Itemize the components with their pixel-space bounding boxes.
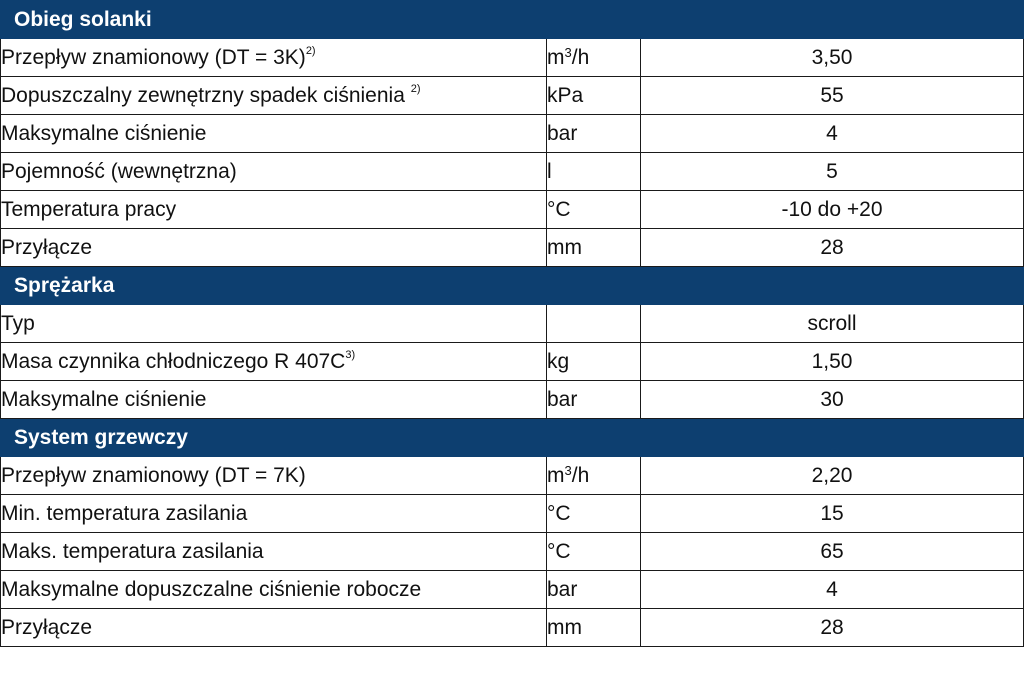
footnote-marker: 2) [305,45,316,57]
section-title: System grzewczy [0,418,1024,457]
unit-cell: m3/h [546,38,641,77]
table-row: Pojemność (wewnętrzna) l 5 [0,152,1024,191]
table-row: Masa czynnika chłodniczego R 407C3) kg 1,5… [0,342,1024,381]
parameter-name-cell: Maks. temperatura zasilania [0,532,547,571]
parameter-name: Maksymalne ciśnienie [1,388,207,411]
parameter-name: Przepływ znamionowy (DT = 7K) [1,464,306,487]
unit-label: l [547,160,552,183]
footnote-marker: 3) [345,349,356,361]
table-row: Maks. temperatura zasilania °C 65 [0,532,1024,571]
table-row: Maksymalne ciśnienie bar 4 [0,114,1024,153]
section-header: System grzewczy [0,418,1024,457]
unit-cell: °C [546,532,641,571]
table-row: Dopuszczalny zewnętrzny spadek ciśnienia… [0,76,1024,115]
parameter-name-cell: Typ [0,304,547,343]
parameter-name-cell: Przyłącze [0,228,547,267]
value-cell: 4 [639,570,1024,609]
unit-label: mm [547,236,582,259]
unit-label: m [547,464,565,487]
section-title: Sprężarka [0,266,1024,305]
parameter-name: Typ [1,312,35,335]
parameter-name: Maks. temperatura zasilania [1,540,264,563]
section-header: Sprężarka [0,266,1024,305]
parameter-name: Maksymalne dopuszczalne ciśnienie robocz… [1,578,422,601]
parameter-name: Dopuszczalny zewnętrzny spadek ciśnienia [1,84,411,107]
parameter-name: Masa czynnika chłodniczego R 407C [1,350,346,373]
parameter-name-cell: Przyłącze [0,608,547,647]
table-row: Maksymalne dopuszczalne ciśnienie robocz… [0,570,1024,609]
unit-exponent: 3 [564,45,572,60]
unit-cell: bar [546,114,641,153]
value-cell: 4 [639,114,1024,153]
parameter-name-cell: Pojemność (wewnętrzna) [0,152,547,191]
unit-cell: mm [546,228,641,267]
value-cell: scroll [639,304,1024,343]
unit-cell: bar [546,570,641,609]
parameter-name-cell: Przepływ znamionowy (DT = 7K) [0,456,547,495]
value-cell: 15 [639,494,1024,533]
unit-label: °C [547,502,571,525]
unit-cell: mm [546,608,641,647]
parameter-name: Temperatura pracy [1,198,177,221]
footnote-marker: 2) [410,83,421,95]
unit-label: kg [547,350,570,373]
parameter-name-cell: Min. temperatura zasilania [0,494,547,533]
section-title: Obieg solanki [0,0,1024,39]
unit-cell: m3/h [546,456,641,495]
parameter-name-cell: Maksymalne dopuszczalne ciśnienie robocz… [0,570,547,609]
value-cell: 65 [639,532,1024,571]
unit-label: bar [547,122,578,145]
parameter-name: Min. temperatura zasilania [1,502,248,525]
section-header: Obieg solanki [0,0,1024,39]
unit-cell: kPa [546,76,641,115]
parameter-name-cell: Masa czynnika chłodniczego R 407C3) [0,342,547,381]
unit-label: mm [547,616,582,639]
unit-label: m [547,46,565,69]
unit-suffix: /h [571,46,590,69]
parameter-name: Przyłącze [1,616,93,639]
parameter-name-cell: Temperatura pracy [0,190,547,229]
value-cell: 1,50 [639,342,1024,381]
value-cell: -10 do +20 [639,190,1024,229]
unit-cell [546,304,641,343]
unit-cell: l [546,152,641,191]
value-cell: 30 [639,380,1024,419]
unit-label: °C [547,198,571,221]
spec-table: Obieg solanki Przepływ znamionowy (DT = 3… [0,0,1024,647]
value-cell: 28 [639,608,1024,647]
table-row: Min. temperatura zasilania °C 15 [0,494,1024,533]
table-row: Typ scroll [0,304,1024,343]
parameter-name: Przepływ znamionowy (DT = 3K) [1,46,306,69]
unit-label: bar [547,388,578,411]
unit-label: kPa [547,84,584,107]
table-row: Przepływ znamionowy (DT = 7K) m3/h 2,20 [0,456,1024,495]
table-row: Przyłącze mm 28 [0,608,1024,647]
table-row: Przepływ znamionowy (DT = 3K)2) m3/h 3,50 [0,38,1024,77]
value-cell: 55 [639,76,1024,115]
value-cell: 2,20 [639,456,1024,495]
parameter-name: Maksymalne ciśnienie [1,122,207,145]
parameter-name-cell: Maksymalne ciśnienie [0,114,547,153]
spec-table-body: Obieg solanki Przepływ znamionowy (DT = 3… [0,0,1024,647]
unit-cell: bar [546,380,641,419]
unit-cell: kg [546,342,641,381]
table-row: Temperatura pracy °C -10 do +20 [0,190,1024,229]
parameter-name: Przyłącze [1,236,93,259]
table-row: Przyłącze mm 28 [0,228,1024,267]
unit-label: bar [547,578,578,601]
parameter-name-cell: Przepływ znamionowy (DT = 3K)2) [0,38,547,77]
unit-cell: °C [546,494,641,533]
unit-label: °C [547,540,571,563]
unit-cell: °C [546,190,641,229]
value-cell: 28 [639,228,1024,267]
unit-suffix: /h [571,464,590,487]
unit-exponent: 3 [564,463,572,478]
value-cell: 5 [639,152,1024,191]
parameter-name: Pojemność (wewnętrzna) [1,160,237,183]
value-cell: 3,50 [639,38,1024,77]
parameter-name-cell: Maksymalne ciśnienie [0,380,547,419]
table-row: Maksymalne ciśnienie bar 30 [0,380,1024,419]
parameter-name-cell: Dopuszczalny zewnętrzny spadek ciśnienia… [0,76,547,115]
